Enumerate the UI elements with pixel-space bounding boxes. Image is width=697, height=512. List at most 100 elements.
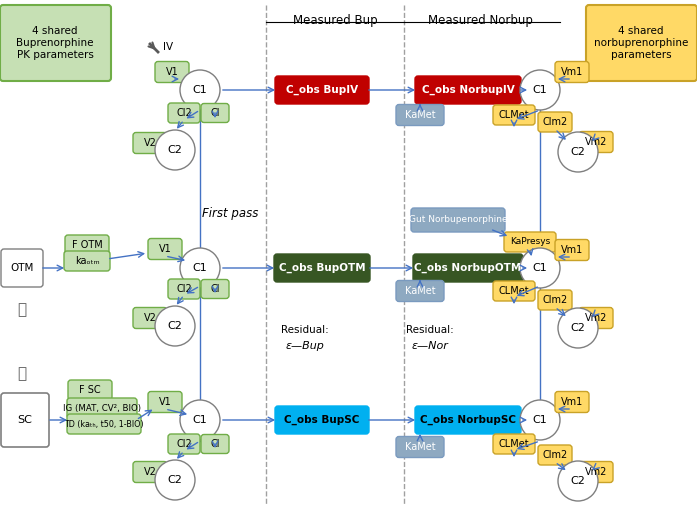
Circle shape <box>520 70 560 110</box>
Text: Clm2: Clm2 <box>542 295 567 305</box>
FancyBboxPatch shape <box>133 461 167 482</box>
FancyBboxPatch shape <box>133 308 167 329</box>
Text: Vm2: Vm2 <box>585 137 607 147</box>
FancyBboxPatch shape <box>275 76 369 104</box>
Text: Cl: Cl <box>210 284 220 294</box>
FancyBboxPatch shape <box>0 5 111 81</box>
FancyBboxPatch shape <box>555 61 589 82</box>
FancyBboxPatch shape <box>168 103 200 123</box>
FancyBboxPatch shape <box>538 112 572 132</box>
Text: V1: V1 <box>159 397 171 407</box>
FancyBboxPatch shape <box>579 461 613 482</box>
Text: 🗡: 🗡 <box>17 367 26 381</box>
Circle shape <box>155 306 195 346</box>
Circle shape <box>520 248 560 288</box>
Text: C_obs BupOTM: C_obs BupOTM <box>279 263 365 273</box>
Text: OTM: OTM <box>10 263 33 273</box>
Text: V1: V1 <box>166 67 178 77</box>
Text: Gut Norbupenorphine: Gut Norbupenorphine <box>408 216 507 224</box>
FancyBboxPatch shape <box>493 281 535 301</box>
Text: C1: C1 <box>533 263 547 273</box>
FancyBboxPatch shape <box>201 103 229 122</box>
Text: C_obs BupSC: C_obs BupSC <box>284 415 360 425</box>
Text: KaMet: KaMet <box>405 286 436 296</box>
Text: C1: C1 <box>192 85 208 95</box>
FancyBboxPatch shape <box>148 392 182 413</box>
FancyBboxPatch shape <box>65 235 109 255</box>
FancyBboxPatch shape <box>555 392 589 413</box>
Text: TD (kaₜₕ, t50, 1-BIO): TD (kaₜₕ, t50, 1-BIO) <box>64 419 144 429</box>
FancyBboxPatch shape <box>538 445 572 465</box>
Text: V2: V2 <box>144 467 156 477</box>
FancyBboxPatch shape <box>1 393 49 447</box>
Text: C_obs BupIV: C_obs BupIV <box>286 85 358 95</box>
FancyBboxPatch shape <box>555 240 589 261</box>
FancyBboxPatch shape <box>396 104 444 125</box>
Text: Measured Bup: Measured Bup <box>293 14 377 27</box>
Text: Clm2: Clm2 <box>542 117 567 127</box>
Text: First pass: First pass <box>202 207 258 221</box>
Text: KaPresys: KaPresys <box>510 238 550 246</box>
Text: Cl: Cl <box>210 439 220 449</box>
Text: C2: C2 <box>167 475 183 485</box>
Text: Residual:: Residual: <box>406 325 454 335</box>
Text: V2: V2 <box>144 313 156 323</box>
FancyBboxPatch shape <box>67 414 141 434</box>
Circle shape <box>558 132 598 172</box>
FancyBboxPatch shape <box>411 208 505 232</box>
FancyBboxPatch shape <box>579 132 613 153</box>
Text: CLMet: CLMet <box>498 110 529 120</box>
FancyBboxPatch shape <box>133 133 167 154</box>
Circle shape <box>558 308 598 348</box>
Text: F OTM: F OTM <box>72 240 102 250</box>
FancyBboxPatch shape <box>396 281 444 302</box>
FancyBboxPatch shape <box>201 280 229 298</box>
Circle shape <box>180 70 220 110</box>
Text: C1: C1 <box>192 415 208 425</box>
FancyBboxPatch shape <box>68 380 112 400</box>
Text: Vm1: Vm1 <box>561 67 583 77</box>
FancyBboxPatch shape <box>538 290 572 310</box>
Text: 🗡: 🗡 <box>17 303 26 317</box>
FancyBboxPatch shape <box>148 239 182 260</box>
FancyBboxPatch shape <box>396 437 444 458</box>
FancyBboxPatch shape <box>155 61 189 82</box>
Text: CLMet: CLMet <box>498 286 529 296</box>
Text: 4 shared
Buprenorphine
PK parameters: 4 shared Buprenorphine PK parameters <box>16 27 94 59</box>
Circle shape <box>180 400 220 440</box>
FancyBboxPatch shape <box>579 308 613 329</box>
Text: 4 shared
norbuprenorphine
parameters: 4 shared norbuprenorphine parameters <box>594 27 688 59</box>
Text: Cl: Cl <box>210 108 220 118</box>
Circle shape <box>558 461 598 501</box>
Text: C2: C2 <box>167 145 183 155</box>
FancyBboxPatch shape <box>493 434 535 454</box>
FancyBboxPatch shape <box>413 254 523 282</box>
Text: C2: C2 <box>571 147 585 157</box>
Text: V1: V1 <box>159 244 171 254</box>
Text: IG (MAT, CV², BIO): IG (MAT, CV², BIO) <box>63 403 141 413</box>
Text: kaₒₜₘ: kaₒₜₘ <box>75 256 99 266</box>
Text: Clm2: Clm2 <box>542 450 567 460</box>
Text: Cl2: Cl2 <box>176 108 192 118</box>
Text: C2: C2 <box>571 323 585 333</box>
Text: C_obs NorbupOTM: C_obs NorbupOTM <box>415 263 521 273</box>
Text: V2: V2 <box>144 138 156 148</box>
Text: C1: C1 <box>533 85 547 95</box>
FancyBboxPatch shape <box>168 434 200 454</box>
FancyBboxPatch shape <box>274 254 370 282</box>
Text: Measured Norbup: Measured Norbup <box>427 14 533 27</box>
FancyBboxPatch shape <box>67 398 137 418</box>
Text: CLMet: CLMet <box>498 439 529 449</box>
Text: Residual:: Residual: <box>281 325 329 335</box>
Text: C2: C2 <box>167 321 183 331</box>
Text: F SC: F SC <box>79 385 101 395</box>
Text: Cl2: Cl2 <box>176 439 192 449</box>
Text: C_obs NorbupSC: C_obs NorbupSC <box>420 415 516 425</box>
FancyBboxPatch shape <box>275 406 369 434</box>
Text: C1: C1 <box>533 415 547 425</box>
FancyBboxPatch shape <box>415 76 521 104</box>
Text: Vm1: Vm1 <box>561 397 583 407</box>
Text: C1: C1 <box>192 263 208 273</box>
Text: IV: IV <box>163 42 173 52</box>
FancyBboxPatch shape <box>493 105 535 125</box>
